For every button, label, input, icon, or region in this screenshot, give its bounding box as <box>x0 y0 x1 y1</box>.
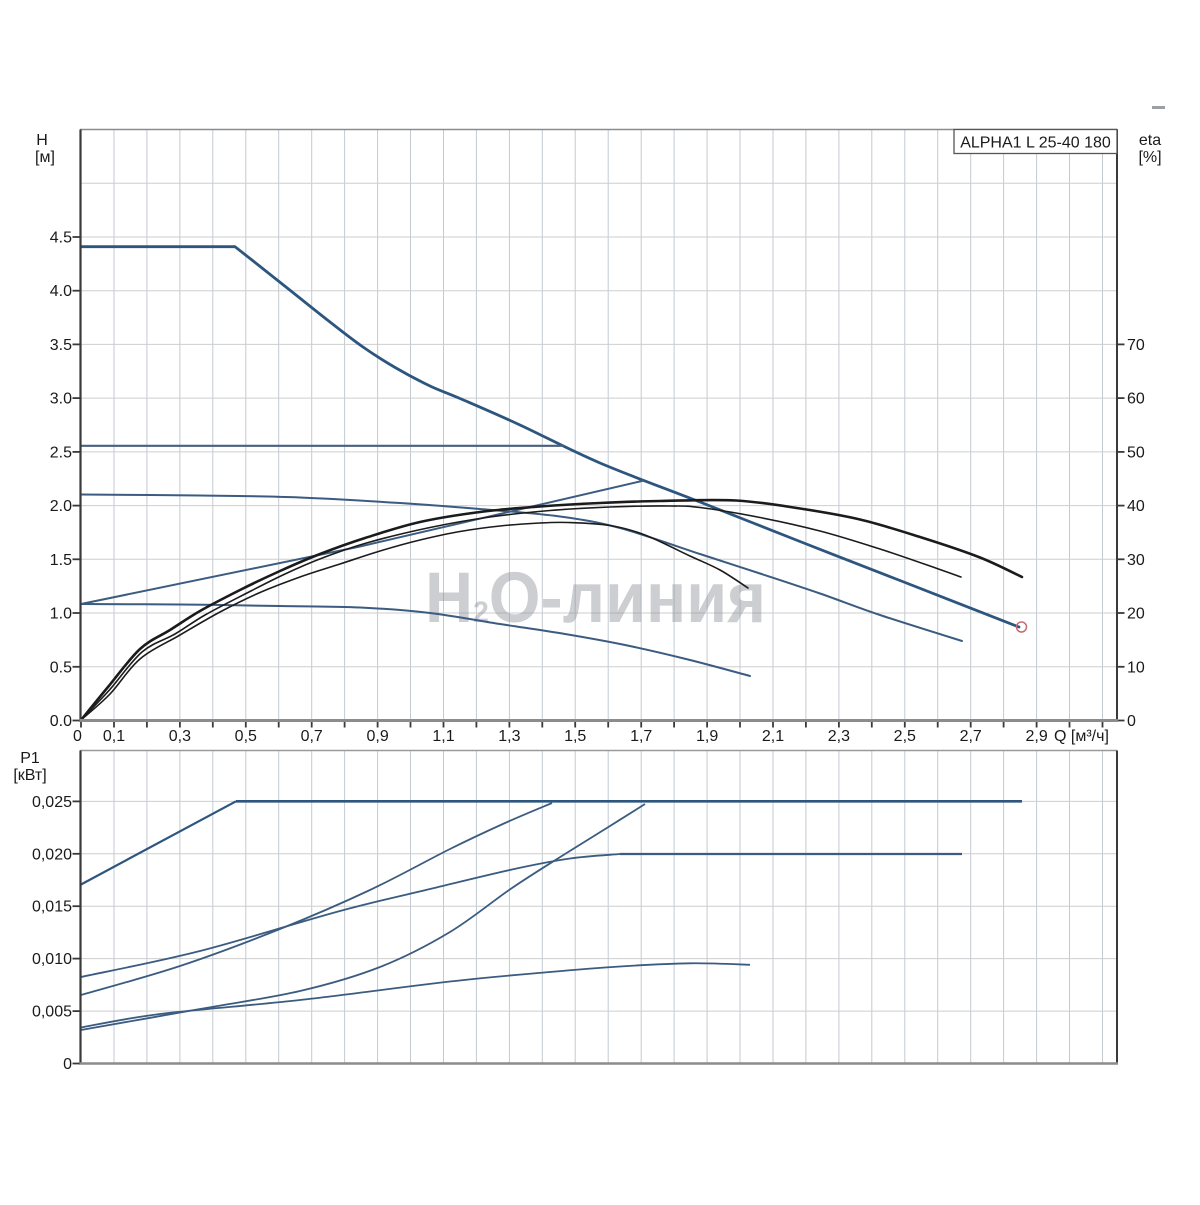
svg-text:0.0: 0.0 <box>50 713 72 730</box>
svg-text:0,1: 0,1 <box>103 728 125 745</box>
svg-text:[кВт]: [кВт] <box>13 767 46 784</box>
svg-text:ALPHA1 L 25-40 180: ALPHA1 L 25-40 180 <box>960 135 1111 152</box>
svg-text:3.5: 3.5 <box>50 337 72 354</box>
svg-text:0,3: 0,3 <box>169 728 191 745</box>
svg-text:3.0: 3.0 <box>50 391 72 408</box>
svg-text:H: H <box>36 132 48 149</box>
svg-text:[%]: [%] <box>1138 149 1161 166</box>
svg-text:2,7: 2,7 <box>960 728 982 745</box>
svg-text:0,5: 0,5 <box>235 728 257 745</box>
svg-text:2,5: 2,5 <box>894 728 916 745</box>
svg-text:1,5: 1,5 <box>564 728 586 745</box>
svg-text:1,7: 1,7 <box>630 728 652 745</box>
svg-text:eta: eta <box>1139 132 1161 149</box>
svg-text:0: 0 <box>1127 713 1136 730</box>
svg-text:0,7: 0,7 <box>301 728 323 745</box>
svg-text:20: 20 <box>1127 606 1145 623</box>
svg-text:2,9: 2,9 <box>1025 728 1047 745</box>
svg-text:4.5: 4.5 <box>50 230 72 247</box>
svg-text:0: 0 <box>63 1056 72 1073</box>
svg-text:0,9: 0,9 <box>366 728 388 745</box>
svg-text:1,1: 1,1 <box>432 728 454 745</box>
svg-text:0,015: 0,015 <box>32 899 72 916</box>
svg-text:0: 0 <box>73 728 82 745</box>
svg-text:1.5: 1.5 <box>50 552 72 569</box>
svg-text:1.0: 1.0 <box>50 606 72 623</box>
svg-text:H2O-линия: H2O-линия <box>425 559 766 638</box>
svg-text:2,1: 2,1 <box>762 728 784 745</box>
svg-text:Q [м³/ч]: Q [м³/ч] <box>1054 728 1109 745</box>
svg-text:1,3: 1,3 <box>498 728 520 745</box>
svg-text:0,025: 0,025 <box>32 794 72 811</box>
svg-text:0,010: 0,010 <box>32 951 72 968</box>
svg-text:P1: P1 <box>20 750 40 767</box>
svg-text:40: 40 <box>1127 498 1145 515</box>
svg-text:0,020: 0,020 <box>32 846 72 863</box>
svg-text:2.0: 2.0 <box>50 498 72 515</box>
svg-text:[м]: [м] <box>35 149 55 166</box>
svg-text:1,9: 1,9 <box>696 728 718 745</box>
svg-text:2.5: 2.5 <box>50 444 72 461</box>
svg-text:60: 60 <box>1127 391 1145 408</box>
svg-text:0,005: 0,005 <box>32 1004 72 1021</box>
svg-text:2,3: 2,3 <box>828 728 850 745</box>
svg-text:70: 70 <box>1127 337 1145 354</box>
svg-text:50: 50 <box>1127 444 1145 461</box>
svg-text:30: 30 <box>1127 552 1145 569</box>
svg-text:0.5: 0.5 <box>50 659 72 676</box>
svg-text:10: 10 <box>1127 659 1145 676</box>
svg-text:4.0: 4.0 <box>50 283 72 300</box>
